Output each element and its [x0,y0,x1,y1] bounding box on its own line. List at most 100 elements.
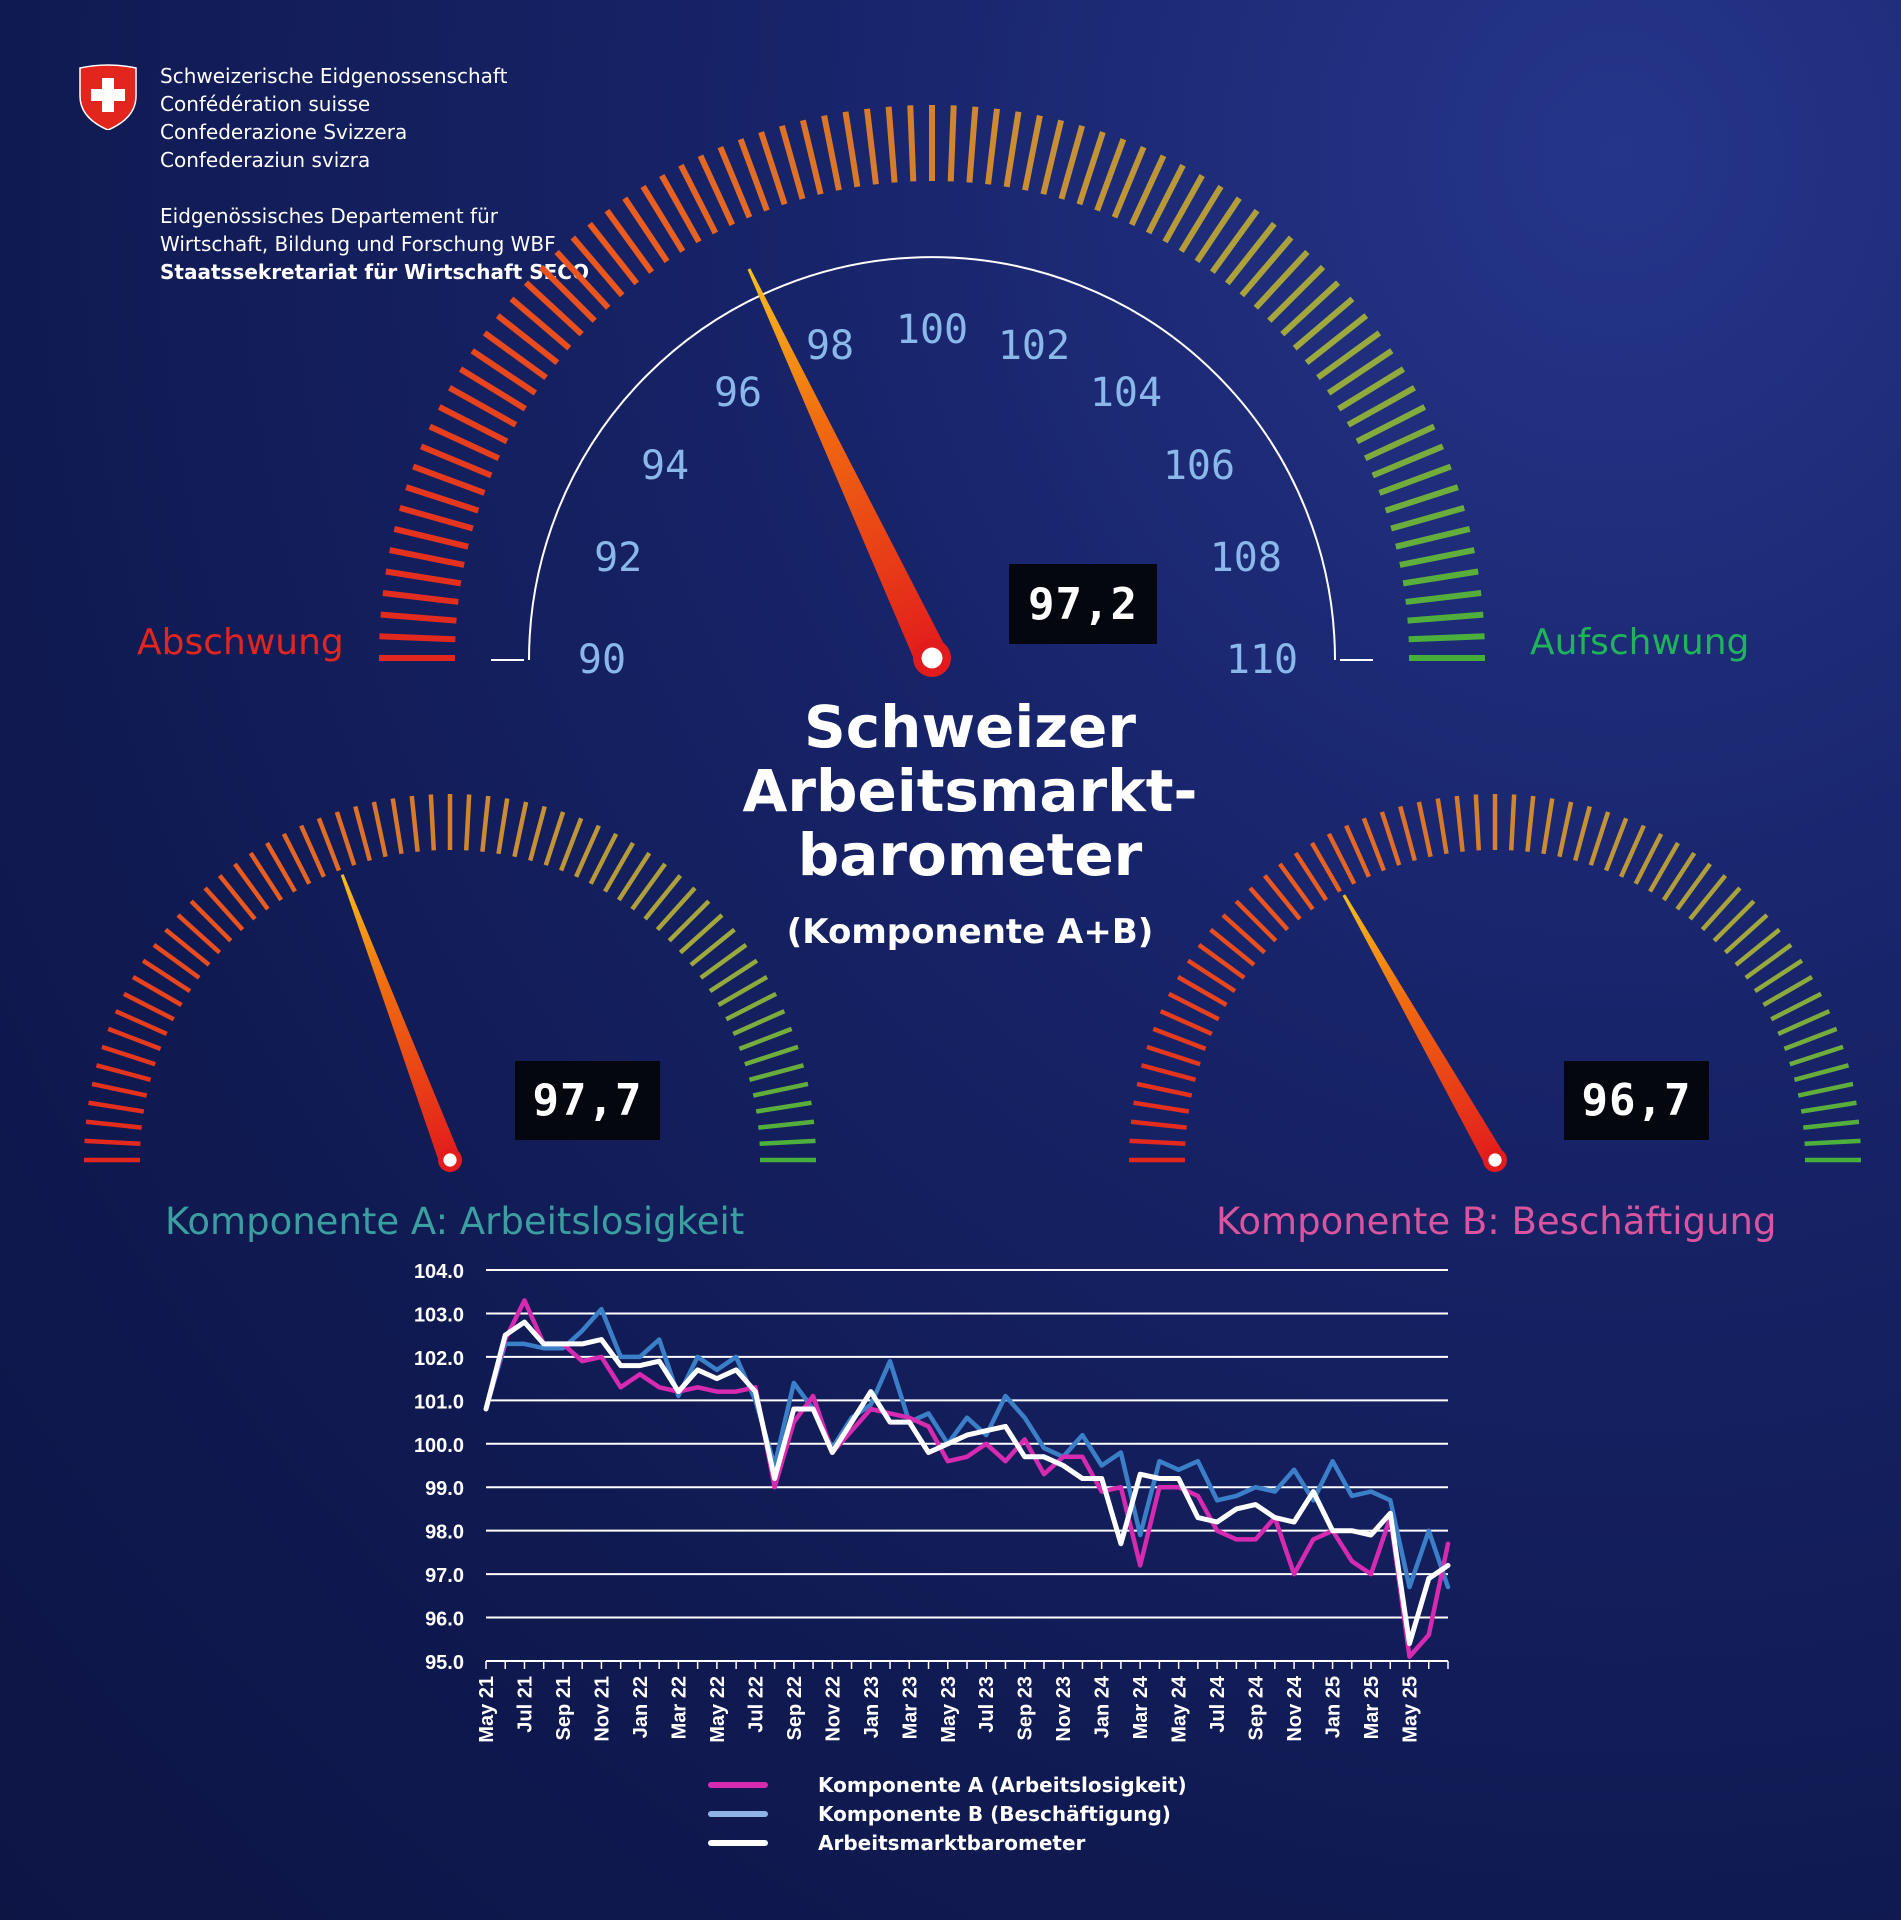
gauge-tick [1209,208,1260,274]
x-tick-label: Jan 22 [630,1676,652,1738]
component-a-label: Komponente A: Arbeitslosigkeit [165,1200,745,1243]
gauge-tick [1293,851,1329,902]
gauge-tick [1197,943,1246,980]
gauge-tick [1129,1138,1186,1147]
gauge-tick [1762,975,1814,1007]
gauge-tick [1379,811,1402,866]
chart-legend: Komponente A (Arbeitslosigkeit) Komponen… [708,1770,1187,1857]
gauge-tick [1326,348,1394,396]
confederation-line: Confédération suisse [160,92,371,116]
gauge-tick [1278,862,1315,911]
x-tick-label: Jul 21 [514,1676,536,1733]
gauge-tick [496,798,510,855]
gauge-tick [1224,221,1277,286]
needle-hub-center [443,1153,457,1167]
gauge-tick [1111,145,1147,219]
gauge-tick [1136,1081,1193,1098]
series-line [483,1298,1451,1659]
gauge-tick [509,296,572,351]
gauge-tick [1723,913,1769,955]
gauge-tick [1262,874,1302,921]
gauge-tick [382,590,459,605]
scale-arc [528,256,1336,661]
gauge-tick [523,280,584,337]
gauge-tick [1402,568,1479,587]
department: Eidgenössisches Departement für Wirtscha… [160,202,589,286]
gauge-tick [1133,1100,1190,1114]
scale-label: 98 [806,323,854,369]
page-title: Schweizer Arbeitsmarkt- barometer [700,695,1240,887]
x-tick-label: Nov 22 [822,1676,844,1742]
gauge-tick [725,991,778,1022]
gauge-tick [281,832,312,885]
x-tick-label: Sep 23 [1015,1676,1037,1740]
y-tick-label: 100.0 [414,1435,464,1457]
gauge-tick [1355,404,1427,445]
y-tick-label: 97.0 [425,1565,464,1587]
x-tick-label: Sep 21 [553,1676,575,1740]
gauge-needle [340,874,461,1164]
gauge-tick [1753,958,1804,994]
gauge-tick [1395,525,1471,550]
x-tick-label: Nov 21 [591,1676,613,1742]
gauge-tick [152,943,201,980]
y-tick-label: 102.0 [414,1348,464,1370]
confederation-line: Schweizerische Eidgenossenschaft [160,64,508,88]
gauge-tick [1194,196,1242,264]
gauge-tick [616,851,652,902]
gauge-tick [463,794,472,851]
gauge-tick [1162,174,1205,244]
gauge-tick [91,1081,148,1098]
gauge-tick [1378,463,1452,496]
gauge-tick [412,463,486,496]
gauge-tick [1304,313,1369,366]
gauge-tick [717,145,753,219]
gauge-tick [966,106,979,183]
legend-swatch [708,1810,768,1817]
gauge-tick [1167,991,1220,1022]
gauge-tick [678,163,719,235]
gauge-tick [379,633,456,643]
gauge-tick [233,862,270,911]
x-tick-label: May 24 [1169,1675,1191,1743]
gauge-tick [1803,1119,1860,1130]
gauge-tick [101,1044,156,1067]
gauge-tick [495,313,560,366]
page-subtitle: (Komponente A+B) [786,912,1154,952]
gauge-tick [217,874,257,921]
gauge-tick [738,1026,793,1052]
gauge-tick [1128,154,1167,227]
department-line: Eidgenössisches Departement für [160,204,498,228]
gauge-tick [1793,1063,1850,1082]
gauge-tick [1361,817,1387,872]
gauge-tick [1058,124,1085,200]
scale-label: 92 [594,535,642,581]
gauge-tick [554,249,611,310]
scale-label: 110 [1226,637,1298,683]
gauge-tick [1239,235,1294,298]
gauge-tick [1346,385,1416,428]
gauge-tick [1390,505,1466,532]
gauge-tick [1473,794,1482,851]
series-line [483,1319,1451,1647]
gauge-tick [1209,927,1256,967]
gauge-tick [1221,913,1267,955]
gauge-tick [821,115,842,191]
gauge-tick [643,874,683,921]
gauge-tick [299,824,326,878]
gauge-tick [622,196,670,264]
gauge-tick [697,154,736,227]
gauge-tick [1267,264,1326,323]
needle-hub-center [921,647,943,669]
scale-label: 94 [641,443,689,489]
gauge-a [84,794,816,1172]
series-line [483,1306,1451,1590]
x-tick-label: Mar 23 [899,1676,921,1739]
gauge-tick [458,366,527,412]
gauge-tick [1648,841,1680,893]
legend-label: Arbeitsmarktbarometer [818,1830,1086,1855]
x-tick-label: Jul 24 [1207,1675,1229,1733]
gauge-needle [1342,894,1505,1166]
gauge-tick [758,131,788,206]
gauge-tick [588,832,619,885]
